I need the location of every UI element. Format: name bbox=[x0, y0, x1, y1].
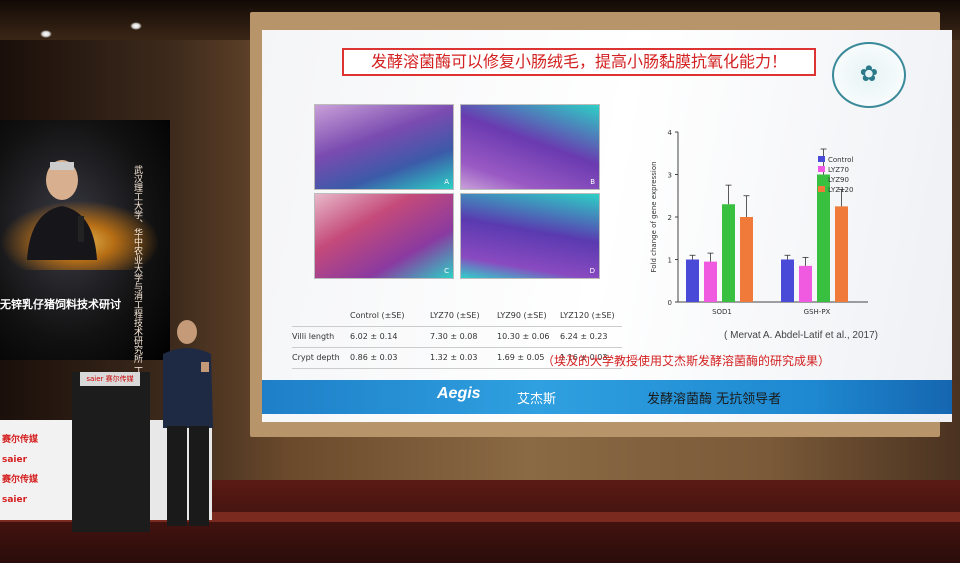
table-cell: 6.02 ± 0.14 bbox=[350, 332, 398, 341]
table-cell: 7.30 ± 0.08 bbox=[430, 332, 478, 341]
projection-screen: 发酵溶菌酶可以修复小肠绒毛，提高小肠黏膜抗氧化能力！ ✿ A B C D Con… bbox=[262, 30, 952, 422]
standee-line: saier bbox=[2, 495, 28, 505]
table-row: Crypt depth 0.86 ± 0.03 1.32 ± 0.03 1.69… bbox=[292, 348, 622, 369]
legend-swatch bbox=[818, 156, 825, 162]
speaker-credentials: 武汉理工大学、华中农业大学与消工程技术研究所 丁鹏 教授 bbox=[132, 165, 142, 405]
row-label: Crypt depth bbox=[292, 353, 340, 362]
x-tick-label: GSH-PX bbox=[804, 308, 831, 316]
speaker-portrait bbox=[27, 160, 97, 260]
y-tick-label: 2 bbox=[668, 214, 672, 222]
standee-line: 赛尔传媒 bbox=[2, 475, 39, 485]
chart-bar bbox=[799, 265, 812, 302]
legend-label: Control bbox=[828, 156, 853, 164]
legend-swatch bbox=[818, 176, 825, 182]
y-tick-label: 1 bbox=[668, 257, 672, 265]
y-tick-label: 4 bbox=[668, 129, 673, 137]
figure-caption bbox=[314, 285, 604, 295]
lectern-sign: saier 赛尔传媒 bbox=[80, 372, 140, 386]
legend-swatch bbox=[818, 166, 825, 172]
table-header: LYZ120 (±SE) bbox=[560, 311, 615, 320]
micrograph-c: C bbox=[314, 193, 454, 279]
micrograph-d: D bbox=[460, 193, 600, 279]
table-cell: 6.24 ± 0.23 bbox=[560, 332, 608, 341]
legend-label: LYZ120 bbox=[828, 186, 853, 194]
stage-edge bbox=[0, 512, 960, 522]
chart-bar bbox=[781, 259, 794, 302]
table-cell: 1.32 ± 0.03 bbox=[430, 353, 478, 362]
event-banner: 无锌乳仔猪饲料技术研讨 bbox=[0, 298, 121, 311]
legend-label: LYZ90 bbox=[828, 176, 849, 184]
y-axis-label: Fold change of gene expression bbox=[650, 161, 658, 272]
logo-emblem-icon: ✿ bbox=[859, 62, 879, 87]
row-label: Villi length bbox=[292, 332, 335, 341]
presenter bbox=[163, 320, 213, 526]
citation: ( Mervat A. Abdel-Latif et al., 2017) bbox=[724, 330, 878, 341]
standee-line: 赛尔传媒 bbox=[2, 435, 39, 445]
ceiling-light bbox=[130, 22, 142, 30]
x-tick-label: SOD1 bbox=[712, 308, 732, 316]
table-cell: 10.30 ± 0.06 bbox=[497, 332, 550, 341]
chart-bar bbox=[835, 206, 848, 302]
table-row: Villi length 6.02 ± 0.14 7.30 ± 0.08 10.… bbox=[292, 327, 622, 348]
table-header: LYZ70 (±SE) bbox=[430, 311, 480, 320]
chart-bar bbox=[704, 261, 717, 302]
chart-bar bbox=[722, 204, 735, 302]
micrograph-b: B bbox=[460, 104, 600, 190]
table-header-row: Control (±SE) LYZ70 (±SE) LYZ90 (±SE) LY… bbox=[292, 306, 622, 327]
brand-name-cn: 艾杰斯 bbox=[517, 392, 557, 407]
data-table: Control (±SE) LYZ70 (±SE) LYZ90 (±SE) LY… bbox=[292, 306, 622, 369]
ceiling-light bbox=[40, 30, 52, 38]
university-logo: ✿ bbox=[832, 42, 906, 108]
lectern bbox=[72, 372, 150, 532]
legend-swatch bbox=[818, 186, 825, 192]
chart-bar bbox=[740, 217, 753, 302]
standee-line: saier bbox=[2, 455, 28, 465]
table-header: Control (±SE) bbox=[350, 311, 405, 320]
chart-bar bbox=[686, 259, 699, 302]
legend-label: LYZ70 bbox=[828, 166, 849, 174]
gene-expression-chart: 0 1 2 3 4 Fold change of gene expression SOD1 G… bbox=[650, 129, 868, 316]
slogan: 发酵溶菌酶 无抗领导者 bbox=[647, 392, 782, 407]
slide-footer-bar bbox=[262, 380, 952, 414]
table-header: LYZ90 (±SE) bbox=[497, 311, 547, 320]
table-cell: 1.16 ± 0.03 bbox=[560, 353, 608, 362]
slide-title: 发酵溶菌酶可以修复小肠绒毛，提高小肠黏膜抗氧化能力！ bbox=[342, 48, 816, 76]
table-cell: 1.69 ± 0.05 bbox=[497, 353, 545, 362]
standee-text: 赛尔传媒 saier 赛尔传媒 saier bbox=[2, 430, 92, 510]
table-cell: 0.86 ± 0.03 bbox=[350, 353, 398, 362]
micrograph-a: A bbox=[314, 104, 454, 190]
brand-logo: Aegis bbox=[437, 385, 481, 402]
y-tick-label: 0 bbox=[668, 299, 672, 307]
y-tick-label: 3 bbox=[668, 172, 672, 180]
chart-bar bbox=[817, 174, 830, 302]
slide-subtitle: （埃及的大学教授使用艾杰斯发酵溶菌酶的研究成果） bbox=[542, 354, 831, 368]
